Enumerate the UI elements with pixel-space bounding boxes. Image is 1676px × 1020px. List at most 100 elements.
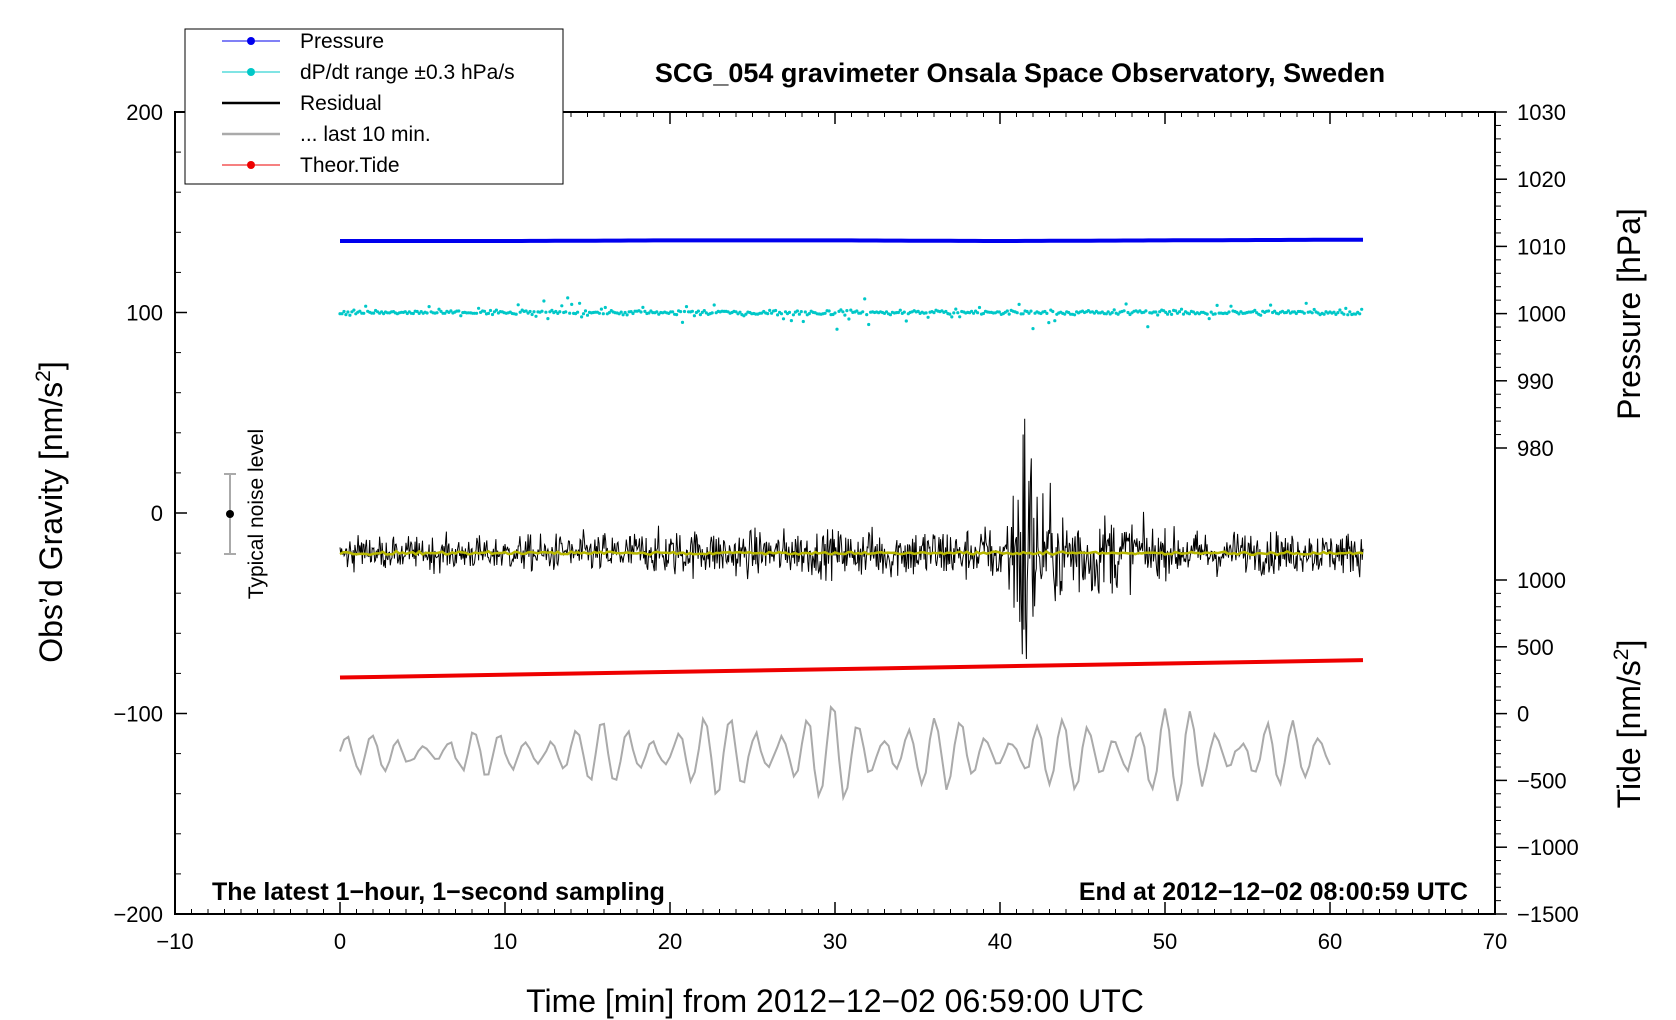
dp-dt-point [680, 320, 685, 324]
dp-dt-point [1053, 319, 1057, 323]
dp-dt-point [712, 303, 716, 307]
dp-dt-point [1209, 310, 1213, 314]
dp-dt-point [352, 308, 356, 312]
dp-dt-point [534, 314, 538, 318]
dp-dt-point [427, 305, 431, 309]
dp-dt-point [976, 311, 980, 315]
ticks-layer: −10 0 10 20 30 40 50 60 70−200−10001002009809901… [113, 100, 1578, 954]
dp-dt-point [607, 311, 611, 315]
dp-dt-point [437, 307, 441, 311]
dp-dt-point [415, 309, 419, 314]
dp-dt-point [566, 296, 570, 300]
dp-dt-point [1348, 310, 1352, 314]
dp-dt-point [514, 312, 518, 316]
dp-dt-point [1181, 312, 1186, 316]
dp-dt-point [1237, 312, 1241, 316]
dp-dt-point [1073, 313, 1077, 317]
pressure-tick-label: 980 [1517, 436, 1554, 461]
dp-dt-point [1336, 311, 1340, 315]
dp-dt-point [779, 312, 784, 316]
y-tick-label: 200 [126, 100, 163, 125]
dp-dt-point [970, 309, 974, 313]
dp-dt-point [542, 299, 546, 303]
dp-dt-point [1302, 311, 1306, 315]
dp-dt-point [581, 312, 586, 316]
dp-dt-point [443, 311, 447, 315]
tide-tick-label: 0 [1517, 702, 1529, 727]
dp-dt-point [641, 305, 645, 309]
dp-dt-point [1007, 312, 1011, 316]
dp-dt-point [807, 312, 811, 316]
dp-dt-point [1267, 309, 1271, 313]
dp-dt-point [524, 309, 528, 313]
dp-dt-point [643, 309, 647, 313]
noise-level-label: Typical noise level [245, 429, 268, 599]
legend-items: Pressure dP/dt range ±0.3 hPa/s Residual..… [222, 30, 515, 177]
dp-dt-point [1229, 304, 1233, 308]
dp-dt-point [954, 307, 958, 311]
dp-dt-point [449, 309, 453, 313]
dp-dt-point [1310, 311, 1314, 315]
dp-dt-point [675, 313, 679, 317]
tide-tick-label: −500 [1517, 768, 1567, 793]
dp-dt-point [679, 310, 683, 314]
dp-dt-point [684, 305, 689, 309]
dp-dt-point [1027, 311, 1031, 315]
noise-bar-point [226, 510, 234, 518]
dp-dt-point [1170, 312, 1174, 316]
y-axis-label-tide-text: Tide [nm/s [1611, 660, 1647, 808]
legend-label: Residual [300, 92, 382, 115]
dp-dt-point [601, 312, 605, 316]
dp-dt-point [1342, 312, 1346, 316]
legend-swatch-dot [247, 161, 255, 169]
dp-dt-point [781, 317, 786, 321]
tide-tick-label: 500 [1517, 635, 1554, 660]
series-pressure [340, 237, 1363, 243]
legend-label: dP/dt range ±0.3 hPa/s [300, 61, 515, 84]
dp-dt-point [1112, 308, 1116, 312]
dp-dt-point [647, 311, 651, 315]
dp-dt-point [1187, 312, 1191, 316]
dp-dt-point [950, 315, 954, 319]
dp-dt-point [528, 309, 532, 314]
dp-dt-point [702, 309, 706, 313]
annotation-end-time: End at 2012−12−02 08:00:59 UTC [1079, 878, 1468, 906]
dp-dt-point [972, 311, 976, 315]
dp-dt-point [1304, 301, 1308, 305]
dp-dt-point [898, 308, 902, 312]
dp-dt-point [411, 311, 415, 316]
dp-dt-point [362, 311, 366, 315]
y-axis-label-gravity-exp: 2 [32, 370, 55, 382]
dp-dt-point [770, 311, 774, 315]
series-residual [339, 418, 1364, 660]
dp-dt-point [1005, 309, 1009, 313]
y-tick-label: 100 [126, 301, 163, 326]
dp-dt-point [482, 309, 487, 313]
dp-dt-point [1177, 310, 1182, 314]
dp-dt-point [1045, 311, 1049, 315]
dp-dt-point [932, 311, 936, 315]
dp-dt-point [1358, 312, 1362, 316]
legend-label: Theor.Tide [300, 154, 400, 177]
x-tick-label: −10 [156, 929, 193, 954]
dp-dt-point [619, 310, 623, 314]
dp-dt-point [768, 308, 772, 312]
dp-dt-point [698, 313, 703, 317]
dp-dt-point [518, 310, 522, 314]
annotation-window: The latest 1−hour, 1−second sampling [212, 878, 665, 906]
dp-dt-point [1168, 310, 1172, 314]
dp-dt-point [530, 312, 534, 317]
dp-dt-point [789, 319, 794, 323]
dp-dt-point [795, 309, 800, 313]
dp-dt-point [977, 305, 982, 310]
dp-dt-point [1043, 309, 1047, 314]
dp-dt-point [1227, 310, 1231, 314]
dp-dt-point [944, 309, 948, 314]
dp-dt-point [1051, 309, 1055, 314]
legend-item: ... last 10 min. [222, 123, 431, 146]
legend-item: Residual [222, 92, 382, 115]
dp-dt-point [459, 314, 463, 318]
dp-dt-point [841, 310, 845, 314]
dp-dt-point [682, 309, 687, 314]
legend-item: Pressure [222, 30, 384, 53]
